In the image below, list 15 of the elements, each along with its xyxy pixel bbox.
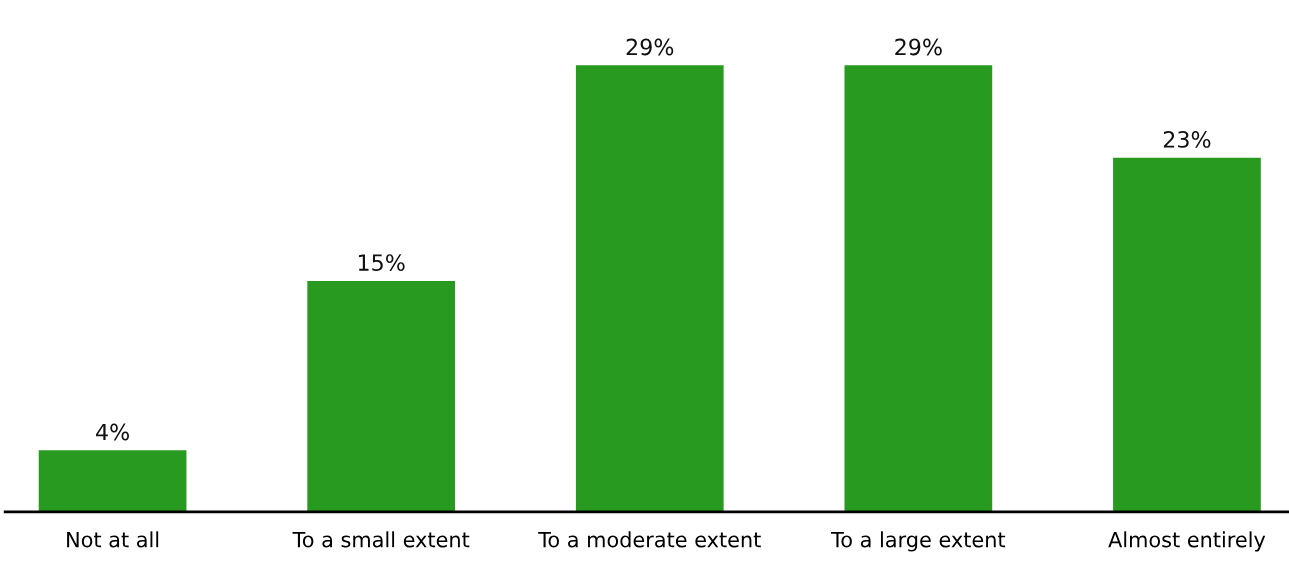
bar bbox=[844, 65, 993, 512]
data-label: 23% bbox=[1163, 131, 1211, 148]
data-label: 29% bbox=[626, 38, 674, 56]
x-tick-label: To a moderate extent bbox=[538, 531, 761, 548]
x-tick-label: Not at all bbox=[67, 531, 159, 548]
data-label: 4% bbox=[96, 423, 129, 441]
x-tick-label: Almost entirely bbox=[1108, 531, 1266, 552]
x-tick-label: To a large extent bbox=[831, 531, 1006, 552]
data-label: 15% bbox=[358, 254, 405, 272]
bar bbox=[38, 450, 187, 512]
bar bbox=[575, 65, 724, 512]
data-label: 29% bbox=[895, 38, 942, 56]
bar bbox=[1113, 157, 1261, 512]
x-tick-label: To a small extent bbox=[292, 531, 470, 548]
bar bbox=[307, 280, 456, 512]
